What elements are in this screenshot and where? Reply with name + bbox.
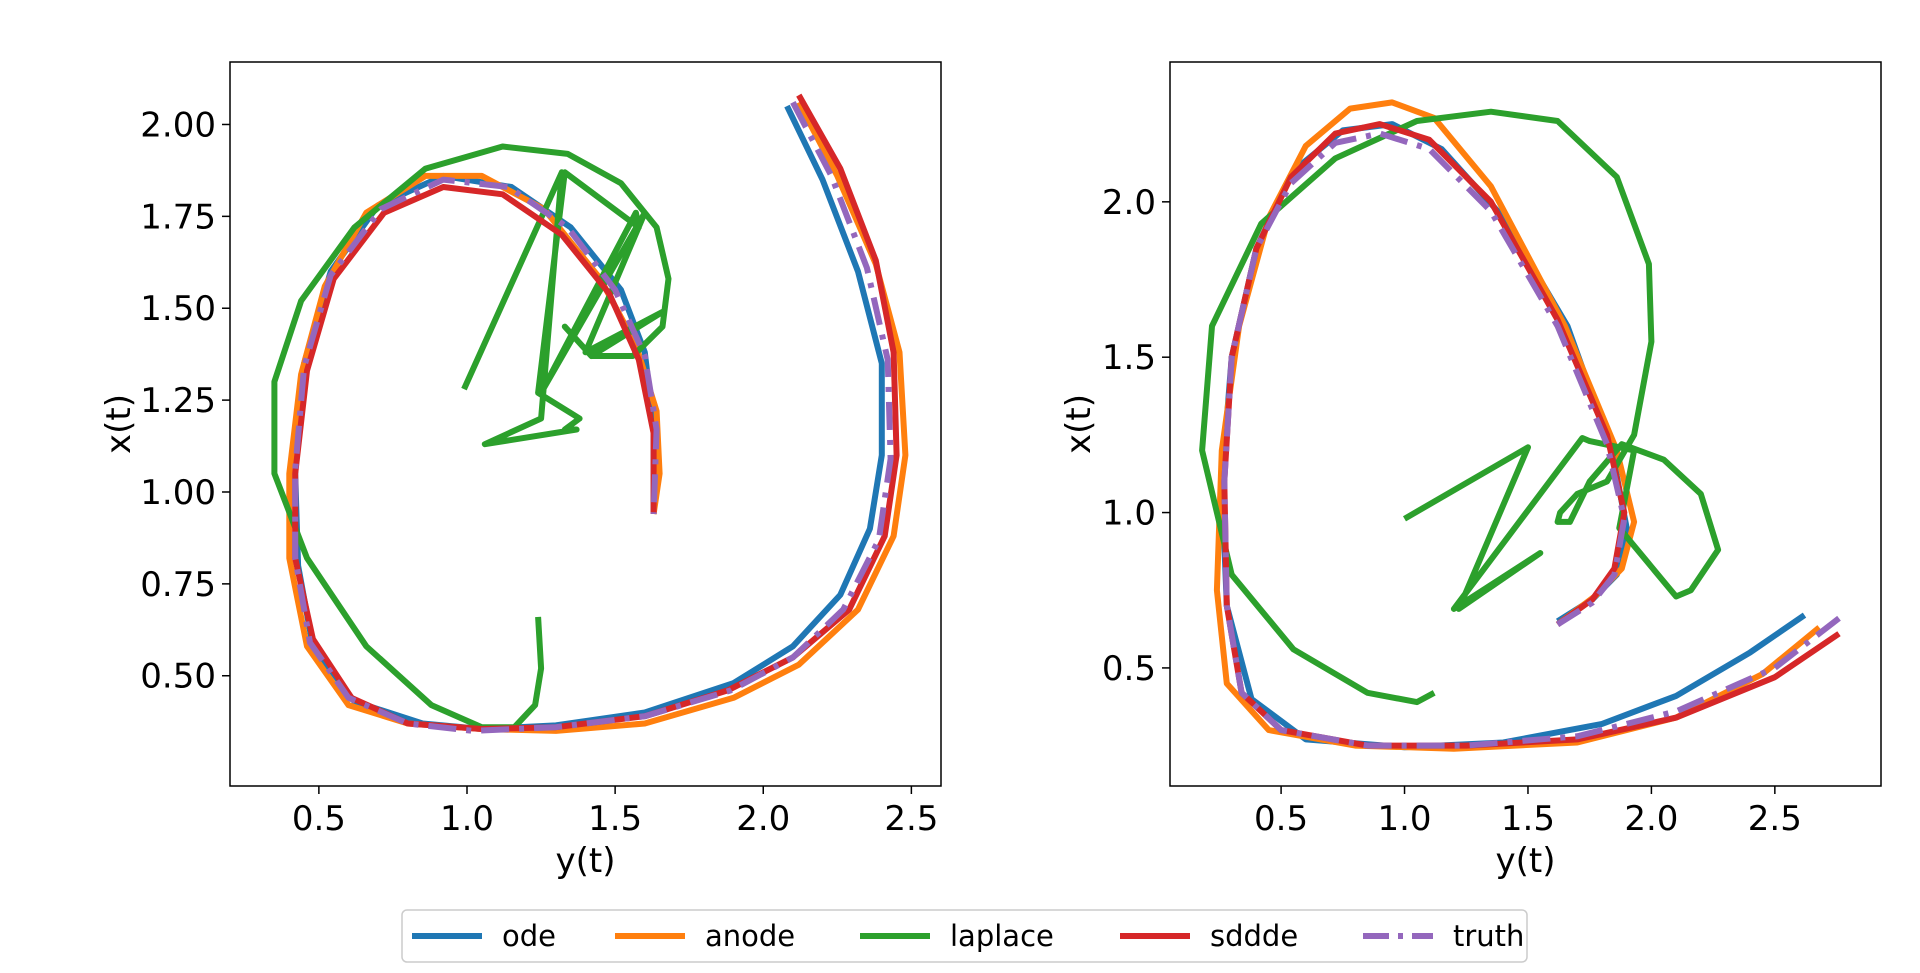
series-line-sddde xyxy=(1221,121,1841,749)
series-line-laplace xyxy=(271,143,672,731)
series-line-truth xyxy=(1221,130,1841,749)
series-line-truth xyxy=(292,101,894,734)
x-tick-label: 0.5 xyxy=(292,799,346,839)
x-tick-label: 0.5 xyxy=(1254,799,1308,839)
legend-label-truth: truth xyxy=(1453,919,1524,953)
y-tick-label: 2.0 xyxy=(1102,183,1156,223)
legend-label-ode: ode xyxy=(502,919,556,953)
x-tick-label: 1.0 xyxy=(1377,799,1431,839)
series-group xyxy=(271,93,909,734)
x-tick-label: 2.5 xyxy=(1748,799,1802,839)
x-axis-label: y(t) xyxy=(1496,841,1556,881)
y-tick-label: 0.75 xyxy=(140,565,216,605)
y-axis-label: x(t) xyxy=(1059,394,1099,454)
left-plot: 0.5 1.0 1.5 2.0 2.5 0.50 0.75 1.00 1.25 1.50 1.75 2… xyxy=(99,61,942,881)
x-tick-label: 1.5 xyxy=(588,799,642,839)
x-tick-label: 2.5 xyxy=(884,799,938,839)
y-tick-label: 2.00 xyxy=(140,105,216,145)
x-tick-label: 2.0 xyxy=(1624,799,1678,839)
y-axis-label: x(t) xyxy=(99,394,139,454)
y-tick-label: 1.00 xyxy=(140,473,216,513)
series-line-anode xyxy=(1213,99,1822,752)
series-line-laplace xyxy=(1199,108,1722,706)
y-tick-label: 1.75 xyxy=(140,197,216,237)
right-plot: 0.5 1.0 1.5 2.0 2.5 0.5 1.0 1.5 2.0 y(t) x(t) xyxy=(1059,61,1882,881)
y-tick-label: 0.50 xyxy=(140,657,216,697)
legend-label-anode: anode xyxy=(705,919,795,953)
x-tick-label: 2.0 xyxy=(736,799,790,839)
legend: ode anode laplace sddde truth xyxy=(401,909,1528,963)
series-group xyxy=(1199,99,1841,752)
y-tick-label: 1.5 xyxy=(1102,338,1156,378)
legend-frame xyxy=(401,909,1528,963)
axes-frame xyxy=(229,61,942,787)
y-tick-label: 0.5 xyxy=(1102,649,1156,689)
axes-frame xyxy=(1169,61,1882,787)
y-tick-label: 1.0 xyxy=(1102,494,1156,534)
legend-label-sddde: sddde xyxy=(1210,919,1298,953)
y-tick-label: 1.50 xyxy=(140,289,216,329)
x-axis-label: y(t) xyxy=(556,841,616,881)
y-tick-label: 1.25 xyxy=(140,381,216,421)
legend-label-laplace: laplace xyxy=(950,919,1054,953)
x-tick-label: 1.5 xyxy=(1501,799,1555,839)
series-line-ode xyxy=(1218,121,1807,751)
x-tick-label: 1.0 xyxy=(440,799,494,839)
